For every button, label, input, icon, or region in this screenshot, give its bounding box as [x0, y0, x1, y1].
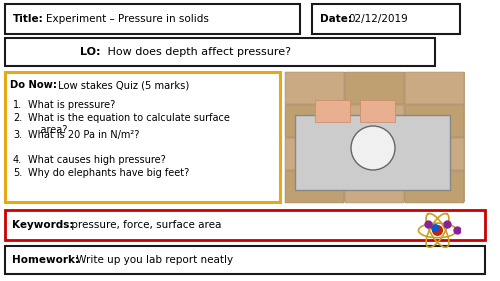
Bar [405, 171, 464, 203]
Circle shape [351, 126, 395, 170]
Bar [360, 100, 395, 122]
Bar [285, 138, 344, 170]
Bar [285, 171, 344, 203]
Text: 02/12/2019: 02/12/2019 [348, 14, 408, 24]
Bar [315, 100, 350, 122]
Bar [285, 105, 344, 137]
Bar [285, 72, 344, 104]
Text: pressure, force, surface area: pressure, force, surface area [68, 220, 222, 230]
Bar [295, 115, 450, 190]
Bar [405, 72, 464, 104]
Text: 2.: 2. [13, 113, 22, 123]
Text: Experiment – Pressure in solids: Experiment – Pressure in solids [46, 14, 209, 24]
Bar [5, 4, 300, 34]
Text: Title:: Title: [13, 14, 44, 24]
Bar [285, 72, 465, 202]
Text: What is 20 Pa in N/m²?: What is 20 Pa in N/m²? [28, 130, 140, 140]
Bar [345, 138, 404, 170]
Text: What is the equation to calculate surface
    area?: What is the equation to calculate surfac… [28, 113, 230, 135]
Text: What causes high pressure?: What causes high pressure? [28, 155, 166, 165]
Text: 3.: 3. [13, 130, 22, 140]
Text: Write up you lab report neatly: Write up you lab report neatly [73, 255, 233, 265]
Bar [312, 4, 460, 34]
Text: 1.: 1. [13, 100, 22, 110]
Bar [345, 171, 404, 203]
Text: Do Now:: Do Now: [10, 80, 57, 90]
Text: Date:: Date: [320, 14, 352, 24]
Text: Keywords:: Keywords: [12, 220, 74, 230]
Text: Why do elephants have big feet?: Why do elephants have big feet? [28, 168, 189, 178]
Bar [5, 72, 280, 202]
Circle shape [432, 225, 438, 232]
Text: 5.: 5. [13, 168, 22, 178]
Bar [5, 246, 485, 274]
Bar [5, 210, 485, 240]
Text: 4.: 4. [13, 155, 22, 165]
Bar [345, 105, 404, 137]
Bar [5, 38, 435, 66]
Text: Low stakes Quiz (5 marks): Low stakes Quiz (5 marks) [55, 80, 189, 90]
Text: Homework:: Homework: [12, 255, 79, 265]
Text: What is pressure?: What is pressure? [28, 100, 115, 110]
Text: How does depth affect pressure?: How does depth affect pressure? [104, 47, 291, 57]
Bar [405, 138, 464, 170]
Text: LO:: LO: [80, 47, 100, 57]
Circle shape [432, 226, 442, 235]
Bar [345, 72, 404, 104]
Bar [405, 105, 464, 137]
